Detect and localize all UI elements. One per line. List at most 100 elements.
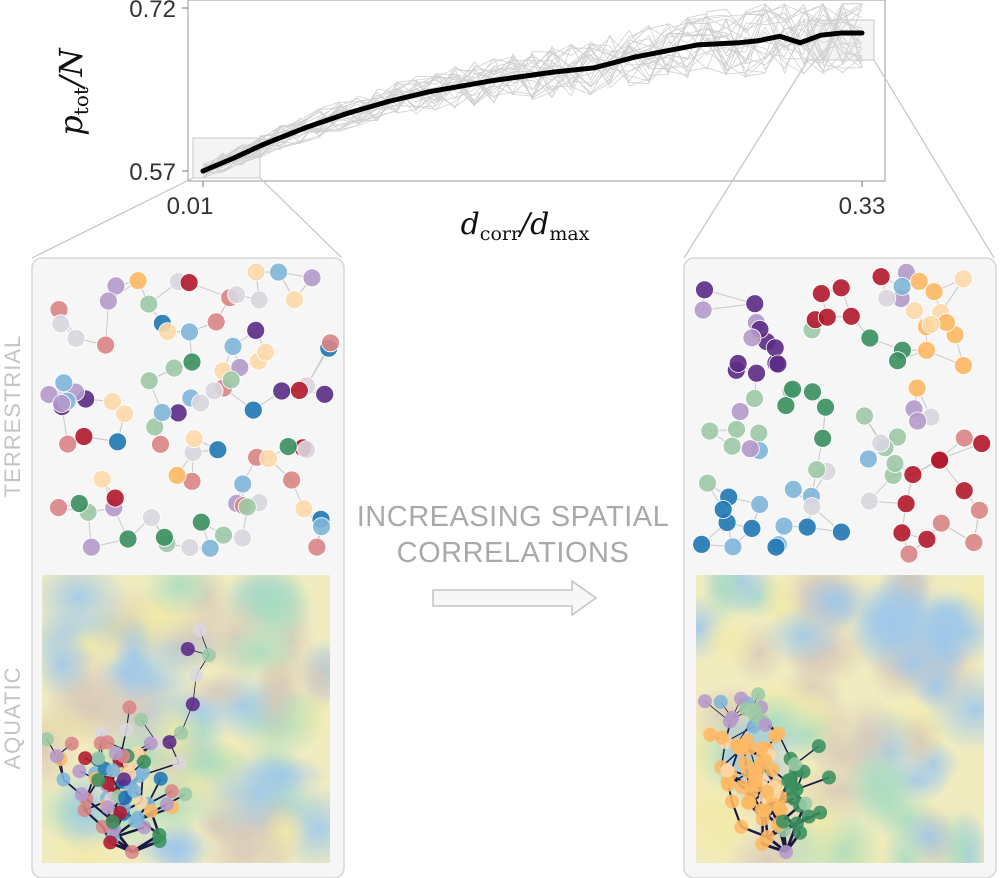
river-node bbox=[130, 810, 145, 825]
river-node bbox=[74, 787, 89, 802]
terrain-blob bbox=[857, 762, 919, 837]
network-node bbox=[885, 454, 905, 473]
terrain-blob bbox=[42, 701, 82, 798]
network-node bbox=[905, 301, 924, 321]
river-node bbox=[174, 726, 188, 740]
river-node bbox=[765, 763, 780, 777]
network-node bbox=[817, 307, 837, 327]
river-node bbox=[758, 718, 773, 732]
river-node bbox=[793, 825, 808, 840]
network-node bbox=[766, 537, 786, 557]
terrain-blob bbox=[890, 641, 937, 687]
network-node bbox=[297, 440, 316, 460]
network-node bbox=[312, 517, 331, 537]
network-node bbox=[158, 322, 178, 342]
river-node bbox=[720, 763, 735, 778]
network-node bbox=[860, 328, 880, 348]
network-node bbox=[99, 291, 118, 311]
network-node bbox=[118, 529, 138, 549]
network-node bbox=[154, 527, 174, 547]
network-node bbox=[141, 508, 161, 527]
network-node bbox=[750, 494, 770, 514]
network-node bbox=[152, 403, 172, 422]
trace-line bbox=[202, 5, 863, 174]
network-node bbox=[179, 273, 199, 293]
network-node bbox=[742, 519, 762, 538]
terrain-blob bbox=[263, 802, 309, 863]
river-node bbox=[153, 771, 168, 786]
network-node bbox=[802, 497, 822, 517]
network-node bbox=[321, 333, 340, 353]
network-node bbox=[82, 537, 101, 557]
river-node bbox=[164, 784, 179, 799]
network-node bbox=[917, 340, 936, 360]
river-node bbox=[729, 737, 744, 752]
network-node bbox=[256, 342, 276, 362]
network-node bbox=[96, 335, 115, 355]
river-node bbox=[713, 694, 728, 709]
network-node bbox=[783, 379, 802, 399]
river-node bbox=[748, 761, 763, 776]
network-node bbox=[831, 278, 851, 298]
network-node bbox=[307, 537, 327, 557]
river-node bbox=[734, 691, 749, 706]
network-node bbox=[812, 284, 831, 304]
network-node bbox=[954, 356, 973, 376]
river-node bbox=[722, 714, 737, 729]
river-node bbox=[64, 736, 79, 751]
network-node bbox=[909, 271, 929, 291]
network-node bbox=[745, 389, 764, 408]
network-node bbox=[888, 427, 907, 447]
river-node bbox=[56, 772, 71, 787]
river-node bbox=[776, 814, 790, 829]
network-node bbox=[282, 470, 302, 490]
right-panel bbox=[683, 257, 997, 878]
river-node bbox=[122, 700, 137, 715]
network-node bbox=[892, 523, 912, 543]
river-node bbox=[133, 795, 148, 810]
network-node bbox=[859, 449, 878, 469]
network-node bbox=[58, 434, 78, 454]
network-node bbox=[877, 288, 897, 308]
network-node bbox=[49, 498, 68, 518]
network-node bbox=[214, 525, 233, 545]
network-node bbox=[200, 538, 220, 558]
river-node bbox=[134, 712, 149, 727]
trace-line bbox=[202, 3, 862, 176]
network-node bbox=[105, 488, 125, 508]
network-node bbox=[246, 320, 266, 340]
network-node bbox=[191, 512, 211, 532]
network-node bbox=[278, 437, 298, 457]
river-node bbox=[798, 796, 813, 811]
river-node bbox=[49, 749, 64, 764]
network-node bbox=[204, 381, 224, 401]
network-node bbox=[139, 371, 159, 391]
river-node bbox=[741, 795, 756, 810]
network-node bbox=[695, 280, 714, 300]
terrain-blob bbox=[254, 653, 298, 744]
river-node bbox=[697, 694, 712, 709]
network-node bbox=[917, 529, 937, 549]
caption-line-2: CORRELATIONS bbox=[397, 537, 630, 569]
network-node bbox=[740, 439, 760, 459]
river-node bbox=[180, 642, 195, 656]
river-node bbox=[103, 835, 118, 850]
river-node bbox=[152, 834, 167, 848]
network-node bbox=[747, 363, 766, 383]
network-node bbox=[128, 271, 148, 291]
network-node bbox=[783, 479, 803, 499]
network-node bbox=[51, 314, 71, 334]
river-node bbox=[801, 809, 816, 824]
river-node bbox=[192, 622, 207, 637]
y-axis-label: ptot/N bbox=[52, 47, 93, 135]
river-node bbox=[100, 800, 115, 815]
river-node bbox=[77, 803, 92, 818]
river-node bbox=[813, 805, 828, 820]
chart-panel: 0.72 0.57 0.01 0.33 dcorr/dmax ptot/N bbox=[52, 0, 886, 245]
network-node bbox=[700, 421, 720, 441]
river-node bbox=[766, 797, 780, 812]
network-node bbox=[302, 268, 322, 288]
y-tick-label-bottom: 0.57 bbox=[129, 159, 176, 186]
network-node bbox=[803, 382, 822, 402]
network-node bbox=[859, 491, 879, 511]
